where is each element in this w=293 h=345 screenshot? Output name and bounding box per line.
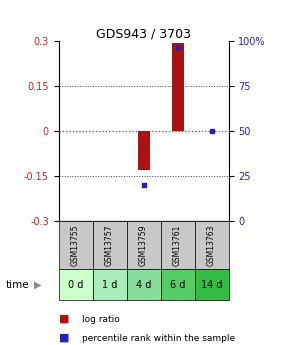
Text: log ratio: log ratio: [82, 315, 120, 324]
Bar: [172, 43, 183, 131]
Bar: [161, 221, 195, 269]
Text: GSM13759: GSM13759: [139, 224, 148, 266]
Text: percentile rank within the sample: percentile rank within the sample: [82, 334, 235, 343]
Bar: [93, 269, 127, 300]
Text: ▶: ▶: [34, 280, 41, 289]
Text: 4 d: 4 d: [136, 280, 151, 289]
Bar: [195, 269, 229, 300]
Title: GDS943 / 3703: GDS943 / 3703: [96, 27, 191, 40]
Text: ■: ■: [59, 314, 69, 324]
Text: 1 d: 1 d: [102, 280, 117, 289]
Bar: [59, 221, 93, 269]
Bar: [93, 221, 127, 269]
Bar: [138, 131, 149, 170]
Text: GSM13755: GSM13755: [71, 224, 80, 266]
Text: GSM13761: GSM13761: [173, 224, 182, 266]
Bar: [127, 269, 161, 300]
Text: time: time: [6, 280, 30, 289]
Text: 14 d: 14 d: [201, 280, 222, 289]
Text: GSM13757: GSM13757: [105, 224, 114, 266]
Text: 6 d: 6 d: [170, 280, 185, 289]
Bar: [161, 269, 195, 300]
Text: GSM13763: GSM13763: [207, 224, 216, 266]
Bar: [195, 221, 229, 269]
Bar: [127, 221, 161, 269]
Bar: [59, 269, 93, 300]
Text: ■: ■: [59, 333, 69, 343]
Text: 0 d: 0 d: [68, 280, 83, 289]
